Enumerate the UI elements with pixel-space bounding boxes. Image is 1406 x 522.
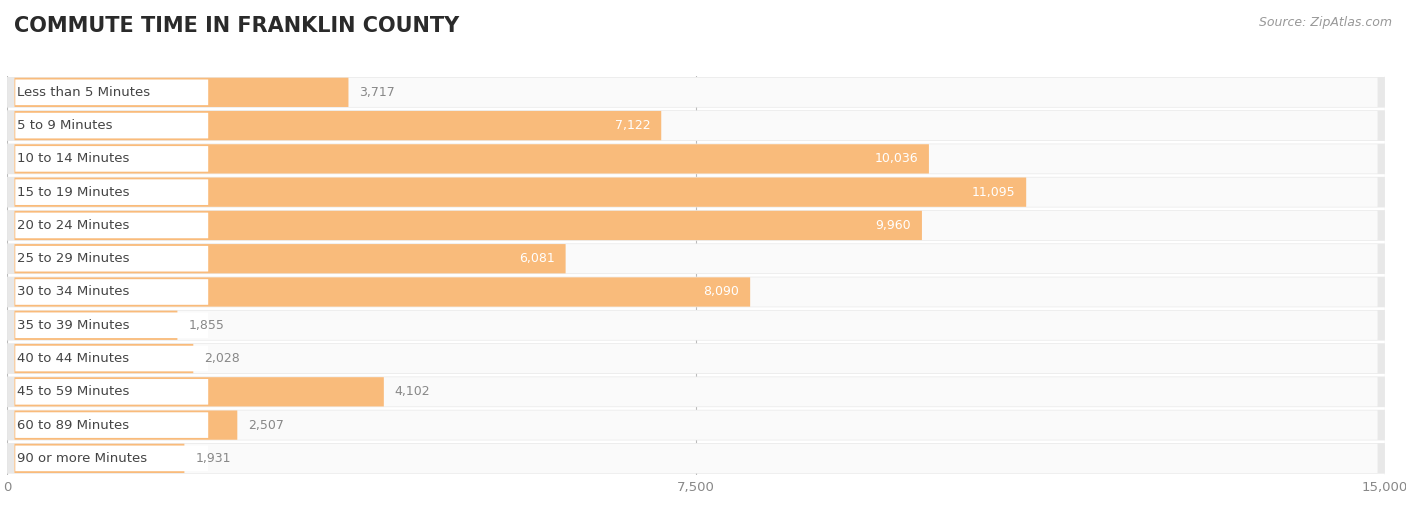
FancyBboxPatch shape [15, 79, 208, 105]
Text: 35 to 39 Minutes: 35 to 39 Minutes [17, 319, 129, 332]
FancyBboxPatch shape [14, 78, 1378, 107]
Text: 10,036: 10,036 [875, 152, 918, 165]
FancyBboxPatch shape [14, 78, 349, 107]
Text: COMMUTE TIME IN FRANKLIN COUNTY: COMMUTE TIME IN FRANKLIN COUNTY [14, 16, 460, 35]
FancyBboxPatch shape [14, 311, 1378, 340]
Text: 4,102: 4,102 [395, 385, 430, 398]
FancyBboxPatch shape [7, 376, 1385, 407]
FancyBboxPatch shape [14, 444, 184, 473]
FancyBboxPatch shape [15, 113, 208, 138]
FancyBboxPatch shape [15, 146, 208, 172]
FancyBboxPatch shape [14, 311, 177, 340]
FancyBboxPatch shape [7, 243, 1385, 274]
Text: Source: ZipAtlas.com: Source: ZipAtlas.com [1258, 16, 1392, 29]
Text: 2,507: 2,507 [249, 419, 284, 432]
FancyBboxPatch shape [14, 144, 1378, 173]
Text: 2,028: 2,028 [204, 352, 240, 365]
FancyBboxPatch shape [7, 177, 1385, 207]
FancyBboxPatch shape [14, 277, 751, 306]
Text: 6,081: 6,081 [519, 252, 554, 265]
FancyBboxPatch shape [14, 144, 929, 173]
FancyBboxPatch shape [7, 110, 1385, 141]
FancyBboxPatch shape [7, 210, 1385, 241]
FancyBboxPatch shape [14, 277, 1378, 306]
Text: 3,717: 3,717 [360, 86, 395, 99]
Text: Less than 5 Minutes: Less than 5 Minutes [17, 86, 150, 99]
FancyBboxPatch shape [15, 346, 208, 371]
FancyBboxPatch shape [15, 279, 208, 305]
Text: 5 to 9 Minutes: 5 to 9 Minutes [17, 119, 112, 132]
FancyBboxPatch shape [14, 377, 384, 407]
Text: 30 to 34 Minutes: 30 to 34 Minutes [17, 286, 129, 299]
Text: 1,855: 1,855 [188, 319, 225, 332]
FancyBboxPatch shape [14, 211, 1378, 240]
FancyBboxPatch shape [15, 379, 208, 405]
FancyBboxPatch shape [7, 77, 1385, 108]
Text: 10 to 14 Minutes: 10 to 14 Minutes [17, 152, 129, 165]
Text: 1,931: 1,931 [195, 452, 231, 465]
Text: 45 to 59 Minutes: 45 to 59 Minutes [17, 385, 129, 398]
FancyBboxPatch shape [15, 212, 208, 238]
Text: 25 to 29 Minutes: 25 to 29 Minutes [17, 252, 129, 265]
FancyBboxPatch shape [14, 410, 1378, 440]
FancyBboxPatch shape [7, 410, 1385, 441]
Text: 40 to 44 Minutes: 40 to 44 Minutes [17, 352, 129, 365]
Text: 9,960: 9,960 [876, 219, 911, 232]
FancyBboxPatch shape [7, 310, 1385, 340]
Text: 20 to 24 Minutes: 20 to 24 Minutes [17, 219, 129, 232]
FancyBboxPatch shape [14, 111, 1378, 140]
FancyBboxPatch shape [7, 277, 1385, 307]
Text: 15 to 19 Minutes: 15 to 19 Minutes [17, 186, 129, 199]
Text: 7,122: 7,122 [614, 119, 650, 132]
FancyBboxPatch shape [14, 410, 238, 440]
FancyBboxPatch shape [14, 111, 661, 140]
Text: 60 to 89 Minutes: 60 to 89 Minutes [17, 419, 129, 432]
FancyBboxPatch shape [14, 444, 1378, 473]
FancyBboxPatch shape [14, 244, 565, 274]
FancyBboxPatch shape [15, 412, 208, 438]
FancyBboxPatch shape [7, 144, 1385, 174]
Text: 90 or more Minutes: 90 or more Minutes [17, 452, 146, 465]
FancyBboxPatch shape [14, 177, 1026, 207]
FancyBboxPatch shape [14, 344, 1378, 373]
FancyBboxPatch shape [14, 211, 922, 240]
FancyBboxPatch shape [14, 377, 1378, 407]
FancyBboxPatch shape [15, 446, 208, 471]
FancyBboxPatch shape [7, 343, 1385, 374]
FancyBboxPatch shape [14, 177, 1378, 207]
FancyBboxPatch shape [15, 313, 208, 338]
FancyBboxPatch shape [14, 344, 193, 373]
Text: 11,095: 11,095 [972, 186, 1015, 199]
FancyBboxPatch shape [15, 180, 208, 205]
FancyBboxPatch shape [14, 244, 1378, 274]
FancyBboxPatch shape [15, 246, 208, 271]
Text: 8,090: 8,090 [703, 286, 740, 299]
FancyBboxPatch shape [7, 443, 1385, 473]
